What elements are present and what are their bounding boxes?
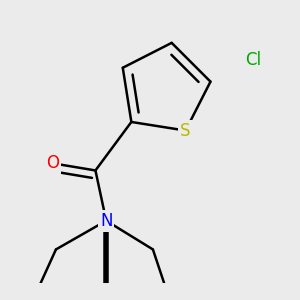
- Text: Cl: Cl: [245, 51, 262, 69]
- Text: O: O: [46, 154, 59, 172]
- Text: N: N: [100, 212, 112, 230]
- Text: S: S: [180, 122, 191, 140]
